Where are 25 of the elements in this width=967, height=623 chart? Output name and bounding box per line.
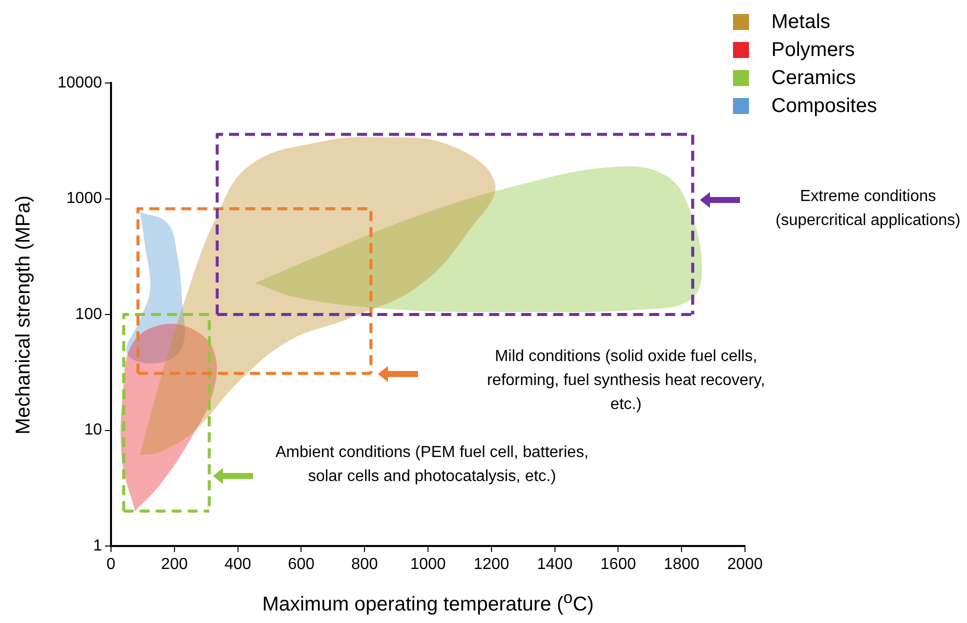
x-tick-label: 400 [224,556,252,574]
y-tick-label: 10 [84,422,102,439]
y-axis-title: Mechanical strength (MPa) [12,195,36,434]
y-tick-label: 10000 [58,74,102,92]
legend-label: Polymers [771,38,855,63]
annotation: Mild conditions (solid oxide fuel cells, reforming, fuel synthesis heat recovery, etc.) [486,347,766,415]
x-tick-label: 0 [106,556,116,574]
text: Extreme conditions (supercritical applications) [776,187,960,231]
annotation: Ambient conditions (PEM fuel cell, batteries, solar cells and photocatalysis, etc.) [275,443,589,487]
legend-label: Composites [771,94,877,119]
x-tick-label: 1600 [600,556,636,574]
x-tick-label: 600 [288,556,315,574]
x-tick-label: 1000 [410,556,446,574]
x-tick-label: 2000 [727,556,763,574]
x-tick-label: 800 [351,556,378,574]
y-tick-label: 1000 [66,190,102,208]
x-tick-label: 200 [161,556,188,574]
legend-label: Ceramics [771,66,856,91]
x-tick-label: 1400 [537,556,573,574]
y-tick-label: 1 [93,537,102,554]
x-tick-label: 1200 [474,556,510,574]
x-tick-label: 1800 [664,556,700,574]
x-axis-title: Maximum operating temperature ($^{o}$C) [261,588,595,617]
legend-label: Metals [771,10,830,35]
y-tick-label: 100 [75,306,102,323]
